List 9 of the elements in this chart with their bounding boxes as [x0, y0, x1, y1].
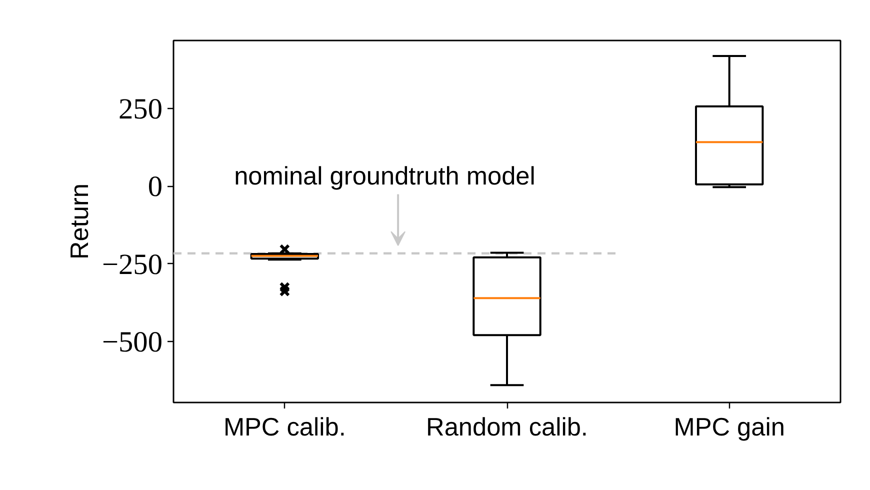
ref-line-label: nominal groundtruth model — [234, 162, 536, 190]
x-tick-label: MPC gain — [674, 414, 785, 442]
y-tick-label: 250 — [118, 94, 163, 126]
x-tick-label: MPC calib. — [223, 414, 346, 442]
y-axis-title: Return — [66, 183, 94, 260]
x-tick-label: Random calib. — [426, 414, 588, 442]
y-tick-label: −250 — [102, 248, 163, 281]
y-tick-label: 0 — [148, 171, 163, 204]
y-tick-label: −500 — [102, 326, 163, 359]
